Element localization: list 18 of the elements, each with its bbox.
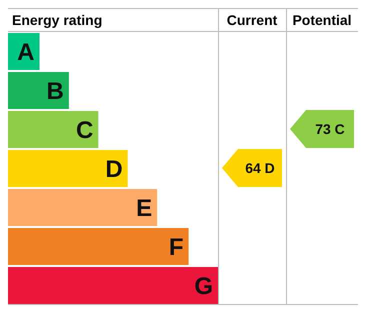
rating-arrow: 64 D	[222, 149, 282, 187]
y-tick-label: A	[17, 39, 34, 66]
y-tick-label: E	[136, 195, 152, 222]
bar	[8, 111, 98, 148]
rating-arrow: 73 C	[290, 110, 354, 148]
bar	[8, 72, 69, 109]
y-tick-label: G	[194, 273, 213, 300]
y-tick-label: D	[105, 156, 123, 184]
bar	[8, 150, 128, 187]
y-tick-label: F	[168, 234, 184, 262]
bar	[8, 228, 189, 265]
bar	[8, 189, 158, 226]
bar	[8, 267, 218, 304]
y-tick-label: C	[76, 117, 94, 144]
text: Current	[226, 12, 278, 28]
chart-title: Energy rating	[12, 12, 102, 28]
y-tick-label: B	[46, 78, 64, 106]
text: Potential	[291, 12, 353, 28]
